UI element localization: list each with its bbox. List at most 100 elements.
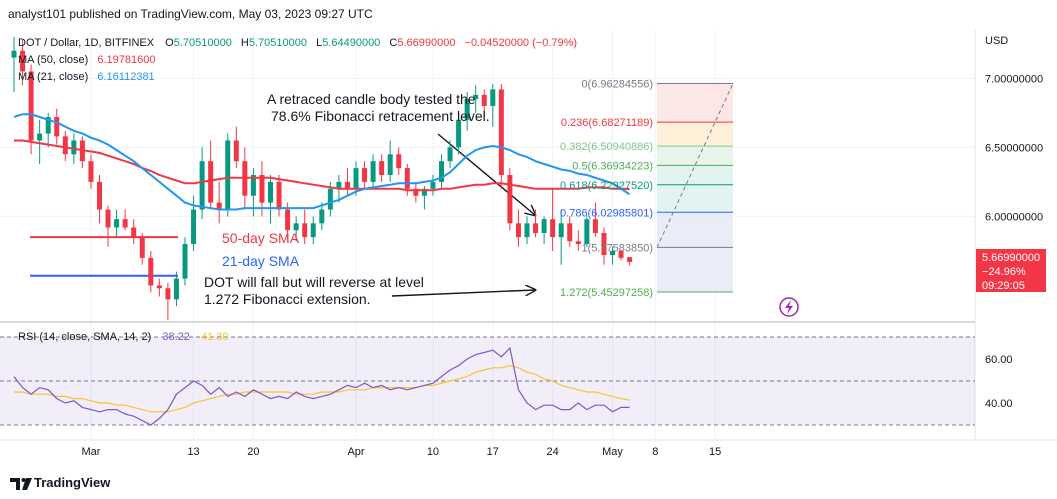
published-text: analyst101 published on TradingView.com,…	[8, 7, 373, 21]
candle-body	[293, 223, 299, 231]
bar-countdown: 09:29:05	[982, 280, 1025, 292]
candle-body	[105, 209, 111, 228]
candle-body	[165, 288, 171, 300]
candle-body	[533, 223, 539, 233]
candle-body	[575, 241, 581, 245]
time-tick-label: 10	[427, 446, 439, 458]
fib-zone	[657, 212, 733, 248]
rsi-legend: RSI (14, close, SMA, 14, 2) 38.22 41.30	[18, 331, 228, 343]
candle-body	[148, 257, 154, 286]
candle-body	[550, 219, 556, 238]
fall-annotation-line1: DOT will fall but will reverse at level	[204, 274, 424, 290]
candle-body	[208, 161, 214, 203]
candle-body	[225, 140, 231, 210]
brand-name: TradingView	[34, 475, 111, 490]
fib-zone	[657, 146, 733, 166]
candle-body	[439, 161, 444, 182]
legend-o-value: 5.70510000	[174, 37, 232, 49]
time-tick-label: 13	[187, 446, 199, 458]
candle-body	[498, 89, 504, 175]
price-axis[interactable]: USD 7.00000000 6.50000000 6.00000000	[974, 30, 1043, 440]
candle-body	[173, 278, 179, 300]
candle-body	[319, 209, 325, 224]
candle-body	[54, 117, 60, 137]
sma21-annotation: 21-day SMA	[222, 253, 300, 269]
candle-body	[327, 188, 333, 210]
candlesticks[interactable]	[11, 36, 633, 320]
retrace-annotation-line1: A retraced candle body tested the	[267, 91, 476, 107]
footer: TradingView	[0, 470, 1057, 499]
candle-body	[541, 219, 547, 233]
fib-level-label: 0.382(6.50940886)	[560, 141, 653, 153]
fib-level-label: 0(6.96284556)	[581, 78, 653, 90]
candle-body	[344, 181, 350, 189]
legend-l-label: L	[316, 37, 322, 49]
candle-body	[97, 181, 102, 210]
candle-body	[37, 133, 43, 141]
candle-body	[139, 237, 145, 258]
time-axis[interactable]: Mar 13 20 Apr 10 17 24 May 8 15	[81, 446, 721, 458]
legend-change: −0.04520000 (−0.79%)	[465, 37, 578, 49]
fibonacci-retracement[interactable]	[656, 82, 734, 293]
sma50-annotation: 50-day SMA	[222, 230, 300, 246]
candle-body	[567, 223, 573, 242]
time-tick-label: Apr	[347, 446, 364, 458]
candle-body	[584, 219, 590, 245]
candle-body	[627, 257, 633, 262]
legend-c-value: 5.66990000	[397, 37, 455, 49]
time-tick-label: 17	[487, 446, 499, 458]
ma-line	[13, 113, 631, 211]
legend-l-value: 5.64490000	[322, 37, 380, 49]
candle-body	[285, 209, 291, 231]
candle-body	[199, 161, 205, 210]
candle-body	[353, 168, 359, 189]
candle-body	[191, 209, 197, 245]
retrace-annotation-line2: 78.6% Fibonacci retracement level.	[271, 108, 490, 124]
time-tick-label: 20	[247, 446, 259, 458]
moving-averages	[13, 113, 631, 211]
retrace-arrow	[437, 133, 535, 215]
tradingview-logo-icon	[10, 478, 32, 490]
candle-body	[515, 223, 521, 238]
fib-zone	[657, 122, 733, 147]
fib-trend-line	[656, 83, 734, 248]
candle-body	[20, 50, 26, 72]
legend: DOT / Dollar, 1D, BITFINEX O5.70510000 H…	[18, 37, 577, 83]
candle-body	[610, 250, 615, 256]
candle-body	[370, 161, 376, 182]
fib-zone	[657, 247, 733, 292]
chart[interactable]: 0(6.96284556) 0.236(6.68271189) 0.382(6.50…	[0, 0, 1057, 470]
extension-arrow	[391, 290, 535, 297]
candle-body	[421, 188, 427, 196]
fib-zone	[657, 165, 733, 185]
candle-body	[481, 94, 487, 106]
candle-body	[464, 99, 470, 120]
candle-body	[558, 223, 564, 238]
time-tick-label: Mar	[81, 446, 100, 458]
candle-body	[71, 140, 77, 155]
candle-body	[362, 168, 368, 182]
annotation-lines	[30, 133, 535, 297]
legend-c-label: C	[389, 37, 397, 49]
candle-body	[122, 219, 128, 228]
fibonacci-labels: 0(6.96284556) 0.236(6.68271189) 0.382(6.50…	[560, 78, 653, 299]
publisher-bar: analyst101 published on TradingView.com,…	[0, 0, 1057, 30]
rsi-sma-line	[14, 364, 630, 413]
candle-body	[490, 89, 496, 106]
candle-body	[216, 202, 222, 210]
candle-body	[601, 233, 607, 256]
price-tick-label: 7.00000000	[985, 73, 1043, 85]
price-tick-label: 6.00000000	[985, 211, 1043, 223]
candle-body	[276, 181, 282, 210]
legend-ma50: MA (50, close) 6.19781600	[18, 54, 156, 66]
lightning-icon[interactable]	[779, 297, 799, 317]
candle-body	[473, 94, 479, 100]
candle-body	[404, 168, 410, 189]
last-price-tag: 5.66990000 −24.96% 09:29:05	[976, 249, 1046, 292]
candle-body	[88, 161, 94, 182]
rsi-pane[interactable]: 60.00 40.00	[0, 336, 1013, 426]
candle-body	[45, 117, 51, 134]
annotations: A retraced candle body tested the 78.6% …	[204, 91, 490, 307]
candle-body	[156, 285, 162, 289]
candle-body	[592, 219, 598, 233]
